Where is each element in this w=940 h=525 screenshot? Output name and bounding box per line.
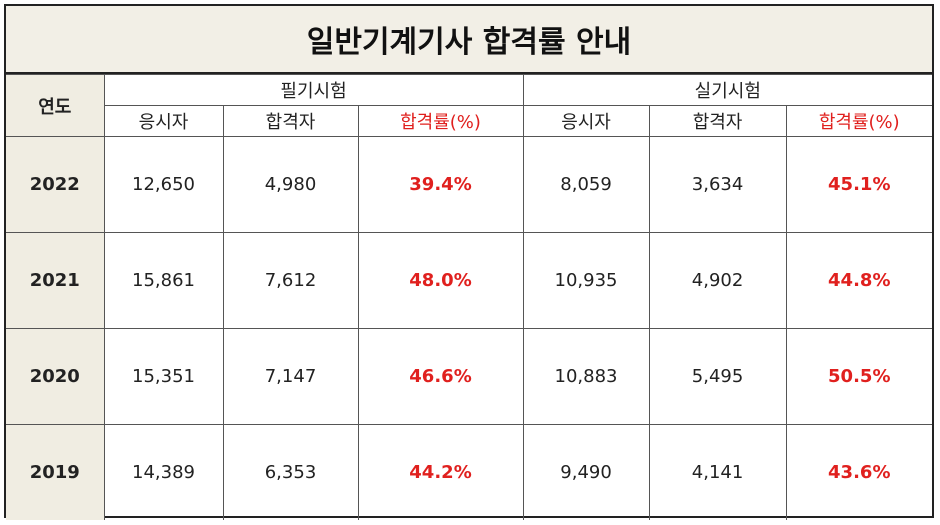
subheader: 응시자: [522, 105, 650, 137]
count-cell: 15,351: [103, 328, 224, 425]
count-cell: 7,147: [222, 328, 359, 425]
rate-cell: 50.5%: [785, 328, 932, 425]
count-cell: 3,634: [648, 136, 787, 233]
rate-cell: 44.2%: [357, 424, 524, 520]
data-row: 2019 14,389 6,353 44.2% 9,490 4,141 43.6%: [6, 424, 932, 520]
count-cell: 4,980: [222, 136, 359, 233]
rate-cell: 43.6%: [785, 424, 932, 520]
count-cell: 5,495: [648, 328, 787, 425]
data-row: 2021 15,861 7,612 48.0% 10,935 4,902 44.8%: [6, 232, 932, 329]
subheader: 합격자: [222, 105, 359, 137]
count-cell: 14,389: [103, 424, 224, 520]
count-cell: 6,353: [222, 424, 359, 520]
title: 일반기계기사 합격률 안내: [6, 6, 932, 74]
year-cell: 2021: [6, 232, 105, 329]
count-cell: 12,650: [103, 136, 224, 233]
count-cell: 9,490: [522, 424, 650, 520]
count-cell: 10,935: [522, 232, 650, 329]
count-cell: 10,883: [522, 328, 650, 425]
count-cell: 15,861: [103, 232, 224, 329]
year-header: 연도: [6, 74, 105, 137]
count-cell: 7,612: [222, 232, 359, 329]
year-cell: 2020: [6, 328, 105, 425]
table: 연도 필기시험 실기시험 응시자 합격자 합격률(%) 응시자 합격자 합격률(%) 20…: [6, 74, 932, 520]
rate-cell: 44.8%: [785, 232, 932, 329]
group-header: 필기시험: [103, 74, 524, 106]
rate-cell: 48.0%: [357, 232, 524, 329]
subheader: 합격률(%): [357, 105, 524, 137]
table-body: 연도 필기시험 실기시험 응시자 합격자 합격률(%) 응시자 합격자 합격률(%) 20…: [6, 74, 932, 520]
year-cell: 2019: [6, 424, 105, 520]
subheader: 합격률(%): [785, 105, 932, 137]
subheader: 응시자: [104, 105, 224, 137]
rate-cell: 39.4%: [357, 136, 524, 233]
year-cell: 2022: [6, 136, 105, 233]
subheader: 합격자: [648, 105, 787, 137]
header-row: 연도 필기시험 실기시험: [6, 74, 932, 137]
count-cell: 4,902: [648, 232, 787, 329]
subheader-row: 응시자 합격자 합격률(%) 응시자 합격자 합격률(%): [6, 105, 932, 137]
rate-cell: 45.1%: [785, 136, 932, 233]
count-cell: 4,141: [648, 424, 787, 520]
page: 일반기계기사 합격률 안내 연도 필기시험 실기시험 응시자 합격자 합격률(%) 응…: [4, 4, 934, 520]
rate-cell: 46.6%: [357, 328, 524, 425]
count-cell: 8,059: [522, 136, 650, 233]
data-row: 2020 15,351 7,147 46.6% 10,883 5,495 50.5%: [6, 328, 932, 425]
data-row: 2022 12,650 4,980 39.4% 8,059 3,634 45.1%: [6, 136, 932, 233]
group-header: 실기시험: [522, 74, 932, 106]
